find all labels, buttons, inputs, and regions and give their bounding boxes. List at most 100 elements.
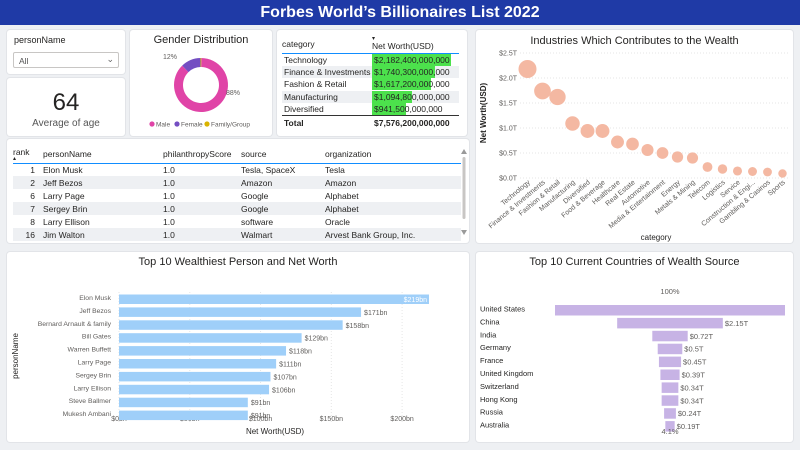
table-row[interactable]: 2 Jeff Bezos 1.0 Amazon Amazon [13, 176, 461, 189]
bubble-point[interactable] [732, 166, 743, 176]
countries-funnel-chart[interactable]: 100% United States China $2.15T India $0.72T G… [476, 268, 793, 440]
bubble-point[interactable] [717, 164, 728, 174]
data-label: $0.5T [684, 345, 704, 354]
funnel-top-label: 100% [660, 287, 680, 296]
bubble-point[interactable] [656, 147, 669, 159]
category-row[interactable]: Manufacturing $1,094,800,000,000 [282, 90, 459, 103]
table-row[interactable]: 16 Jim Walton 1.0 Walmart Arvest Bank Group,… [13, 228, 461, 241]
column-header-rank[interactable]: rank ▴ [13, 145, 43, 164]
table-scrollbar[interactable] [461, 149, 467, 235]
table-row[interactable]: 8 Larry Ellison 1.0 software Oracle [13, 215, 461, 228]
column-header-source[interactable]: source [241, 145, 325, 164]
net-worth-databar: $2,182,400,000,000 [372, 53, 451, 66]
table-row[interactable]: 1 Elon Musk 1.0 Tesla, SpaceX Tesla [13, 163, 461, 176]
net-worth-databar: $1,094,800,000,000 [372, 90, 450, 103]
data-label: $171bn [364, 310, 387, 317]
category-row[interactable]: Technology $2,182,400,000,000 [282, 53, 459, 66]
bar[interactable] [119, 346, 287, 356]
female-percent-label: 12% [163, 54, 177, 61]
column-header-philanthropy[interactable]: philanthropyScore [163, 145, 241, 164]
bubble-point[interactable] [626, 137, 639, 151]
person-name-cell: Elon Musk [43, 164, 83, 175]
source-cell: Amazon [241, 176, 325, 189]
bubble-point[interactable] [580, 124, 595, 138]
bar[interactable] [119, 410, 248, 421]
y-axis-title: Net Worth(USD) [479, 83, 488, 144]
y-tick-label: Jeff Bezos [79, 308, 111, 315]
data-label: $0.19T [677, 422, 701, 431]
total-value: $7,576,200,000,000 [372, 115, 459, 130]
data-label: $0.24T [678, 409, 702, 418]
funnel-bar[interactable] [658, 356, 682, 368]
philanthropy-cell: 1.0 [163, 216, 175, 227]
category-row[interactable]: Diversified $941,500,000,000 [282, 103, 459, 116]
category-row[interactable]: Finance & Investments $1,740,300,000,000 [282, 65, 459, 78]
funnel-bar[interactable] [652, 330, 688, 342]
funnel-bar[interactable] [661, 395, 679, 406]
bubble-point[interactable] [534, 82, 551, 100]
bubble-point[interactable] [702, 162, 713, 172]
rank-cell: 6 [30, 190, 35, 201]
bubble-point[interactable] [565, 116, 580, 131]
column-header-person-name[interactable]: personName [43, 145, 163, 164]
bar[interactable] [119, 294, 429, 305]
bubble-point[interactable] [641, 143, 654, 157]
funnel-bar[interactable] [555, 305, 785, 316]
bar[interactable] [119, 320, 343, 330]
legend-label: Male [156, 122, 170, 129]
bar[interactable] [119, 359, 277, 369]
funnel-bar[interactable] [665, 421, 675, 432]
bar[interactable] [119, 333, 302, 343]
industry-bubble-chart[interactable]: $0.0T $0.5T $1.0T $1.5T $2.0T $2.5T Net Worth(… [476, 47, 793, 243]
bar[interactable] [119, 307, 362, 317]
data-label: $2.15T [725, 319, 749, 328]
legend-label: Family/Group [211, 122, 250, 129]
bar[interactable] [119, 397, 248, 408]
y-tick-label: $2.0T [499, 76, 518, 83]
gender-donut-chart[interactable]: 88% 12% Male Female Family/Group [130, 46, 272, 132]
net-worth-cell: $1,740,300,000,000 [372, 65, 459, 78]
funnel-bar[interactable] [661, 382, 679, 393]
table-row[interactable]: 7 Sergey Brin 1.0 Google Alphabet [13, 202, 461, 215]
donut-slice-female[interactable] [182, 58, 201, 73]
bubble-point[interactable] [671, 151, 684, 163]
category-cell: Fashion & Retail [284, 79, 347, 90]
gender-chart-title: Gender Distribution [153, 34, 249, 46]
funnel-bar[interactable] [657, 343, 683, 355]
bubble-point[interactable] [549, 88, 566, 106]
top10-chart-title: Top 10 Wealthiest Person and Net Worth [138, 256, 338, 268]
bubble-point[interactable] [611, 135, 624, 149]
y-tick-label: Steve Ballmer [69, 398, 112, 405]
donut-slice-family-group[interactable] [200, 58, 202, 68]
philanthropy-cell: 1.0 [163, 202, 241, 215]
y-tick-label: Bill Gates [82, 334, 112, 341]
column-header-organization[interactable]: organization [325, 145, 461, 164]
bubble-point[interactable] [748, 167, 757, 176]
person-name-cell: Jim Walton [43, 228, 163, 241]
funnel-bar[interactable] [660, 369, 680, 381]
x-tick-label: $100bn [249, 416, 272, 423]
data-label: $111bn [279, 362, 301, 369]
rank-cell: 2 [13, 176, 43, 189]
bubble-point[interactable] [778, 169, 787, 178]
bubble-point[interactable] [518, 60, 537, 78]
bubble-point[interactable] [595, 124, 610, 138]
y-tick-label: $2.5T [499, 51, 518, 58]
funnel-bar[interactable] [617, 317, 723, 329]
person-name-dropdown[interactable]: All ⌄ [13, 52, 119, 68]
net-worth-cell: $1,094,800,000,000 [372, 90, 459, 103]
funnel-bar[interactable] [664, 408, 676, 419]
bubble-point[interactable] [686, 152, 699, 164]
funnel-category-label: United Kingdom [480, 369, 533, 378]
donut-slice-male[interactable] [174, 58, 229, 112]
column-header-net-worth[interactable]: ▾ Net Worth(USD) [372, 36, 459, 54]
column-header-category[interactable]: category [282, 36, 372, 54]
category-row[interactable]: Fashion & Retail $1,617,200,000,000 [282, 78, 459, 91]
table-row[interactable]: 6 Larry Page 1.0 Google Alphabet [13, 189, 461, 202]
bubble-point[interactable] [763, 167, 772, 177]
bar[interactable] [119, 384, 270, 395]
person-name-cell: Jeff Bezos [43, 176, 163, 189]
data-label: $0.34T [680, 396, 704, 405]
bar[interactable] [119, 371, 271, 382]
